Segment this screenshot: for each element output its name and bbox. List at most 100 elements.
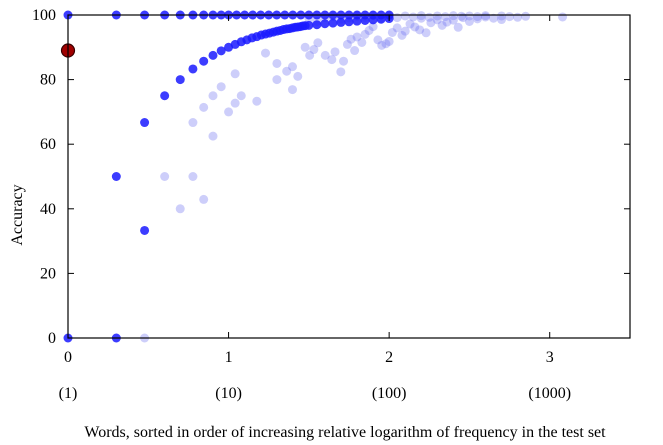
data-point bbox=[513, 12, 523, 22]
data-point bbox=[230, 69, 240, 79]
data-point bbox=[230, 98, 240, 108]
data-point bbox=[400, 26, 410, 36]
data-point bbox=[558, 12, 568, 22]
data-point bbox=[464, 16, 474, 26]
data-point bbox=[415, 25, 425, 35]
data-point bbox=[387, 27, 397, 37]
x-tick-label: 1 bbox=[225, 349, 233, 366]
data-point bbox=[453, 22, 463, 32]
data-point bbox=[188, 118, 198, 128]
data-point bbox=[480, 11, 490, 21]
data-point bbox=[224, 107, 234, 117]
data-point bbox=[320, 19, 330, 29]
data-points bbox=[60, 10, 568, 343]
data-point bbox=[309, 45, 319, 55]
data-point bbox=[432, 15, 442, 25]
data-point bbox=[140, 118, 150, 128]
data-point bbox=[293, 71, 303, 81]
data-point bbox=[376, 14, 386, 24]
data-point bbox=[397, 30, 407, 40]
data-point bbox=[300, 42, 310, 52]
data-point bbox=[320, 50, 330, 60]
data-point bbox=[199, 102, 209, 112]
data-point bbox=[327, 55, 337, 65]
data-point bbox=[287, 85, 297, 95]
y-tick-label: 80 bbox=[40, 72, 56, 89]
data-point bbox=[364, 26, 374, 36]
data-point bbox=[357, 37, 367, 47]
data-point bbox=[236, 91, 246, 101]
data-point bbox=[336, 17, 346, 27]
y-tick-label: 20 bbox=[40, 265, 56, 282]
data-point bbox=[272, 58, 282, 68]
data-point bbox=[188, 64, 198, 74]
data-point bbox=[432, 11, 442, 21]
data-point bbox=[216, 46, 226, 56]
x-frequency-label: (10) bbox=[215, 385, 242, 402]
data-point bbox=[199, 194, 209, 204]
data-point bbox=[368, 22, 378, 32]
y-tick-label: 100 bbox=[32, 7, 56, 24]
data-point bbox=[188, 172, 198, 181]
data-point bbox=[437, 20, 447, 30]
data-point bbox=[272, 75, 282, 85]
data-point bbox=[424, 12, 434, 22]
data-point bbox=[392, 23, 402, 33]
x-frequency-label: (1) bbox=[59, 385, 78, 402]
y-axis-title: Accuracy bbox=[9, 184, 26, 245]
x-tick-label: 2 bbox=[385, 349, 393, 366]
data-point bbox=[208, 131, 218, 141]
data-point bbox=[216, 82, 226, 92]
data-point bbox=[448, 11, 458, 21]
data-point bbox=[464, 11, 474, 21]
data-point bbox=[384, 36, 394, 46]
data-point bbox=[352, 32, 362, 42]
data-point bbox=[360, 29, 370, 39]
data-point bbox=[410, 22, 420, 32]
data-point bbox=[521, 11, 531, 21]
data-point bbox=[342, 39, 352, 49]
data-point bbox=[312, 20, 322, 30]
data-point bbox=[160, 91, 170, 101]
data-point bbox=[330, 47, 340, 57]
data-point bbox=[350, 46, 360, 56]
x-frequency-label: (100) bbox=[372, 385, 407, 402]
data-point bbox=[304, 20, 314, 30]
data-point bbox=[442, 17, 452, 27]
data-point bbox=[505, 12, 515, 22]
data-point bbox=[175, 75, 185, 85]
data-point bbox=[160, 172, 170, 181]
y-tick-label: 40 bbox=[40, 201, 56, 218]
data-point bbox=[339, 56, 349, 66]
data-point bbox=[344, 17, 354, 27]
data-point bbox=[199, 56, 209, 66]
axis-ticks: 0 20 40 60 80 100 0 (1) 1 (10) 2 (100) 3 (1000) bbox=[32, 7, 630, 402]
data-point bbox=[346, 34, 356, 44]
data-point bbox=[381, 39, 391, 49]
data-point bbox=[352, 16, 362, 26]
data-point bbox=[336, 67, 346, 77]
data-point bbox=[261, 48, 271, 58]
data-point bbox=[448, 15, 458, 25]
data-point bbox=[416, 13, 426, 23]
data-point bbox=[408, 12, 418, 22]
data-point bbox=[328, 18, 338, 28]
data-point bbox=[305, 50, 315, 60]
data-point bbox=[368, 15, 378, 25]
data-point bbox=[252, 96, 262, 106]
data-point bbox=[373, 35, 383, 45]
x-tick-label: 3 bbox=[546, 349, 554, 366]
data-point bbox=[456, 11, 466, 21]
data-point bbox=[313, 38, 323, 48]
data-point bbox=[416, 11, 426, 21]
data-point bbox=[426, 18, 436, 28]
x-axis-title: Words, sorted in order of increasing rel… bbox=[84, 424, 606, 441]
data-point bbox=[111, 172, 121, 181]
data-point bbox=[440, 12, 450, 22]
data-point bbox=[421, 28, 431, 38]
data-point bbox=[282, 66, 292, 76]
data-point bbox=[140, 225, 150, 235]
y-tick-label: 60 bbox=[40, 136, 56, 153]
data-point bbox=[472, 12, 482, 22]
